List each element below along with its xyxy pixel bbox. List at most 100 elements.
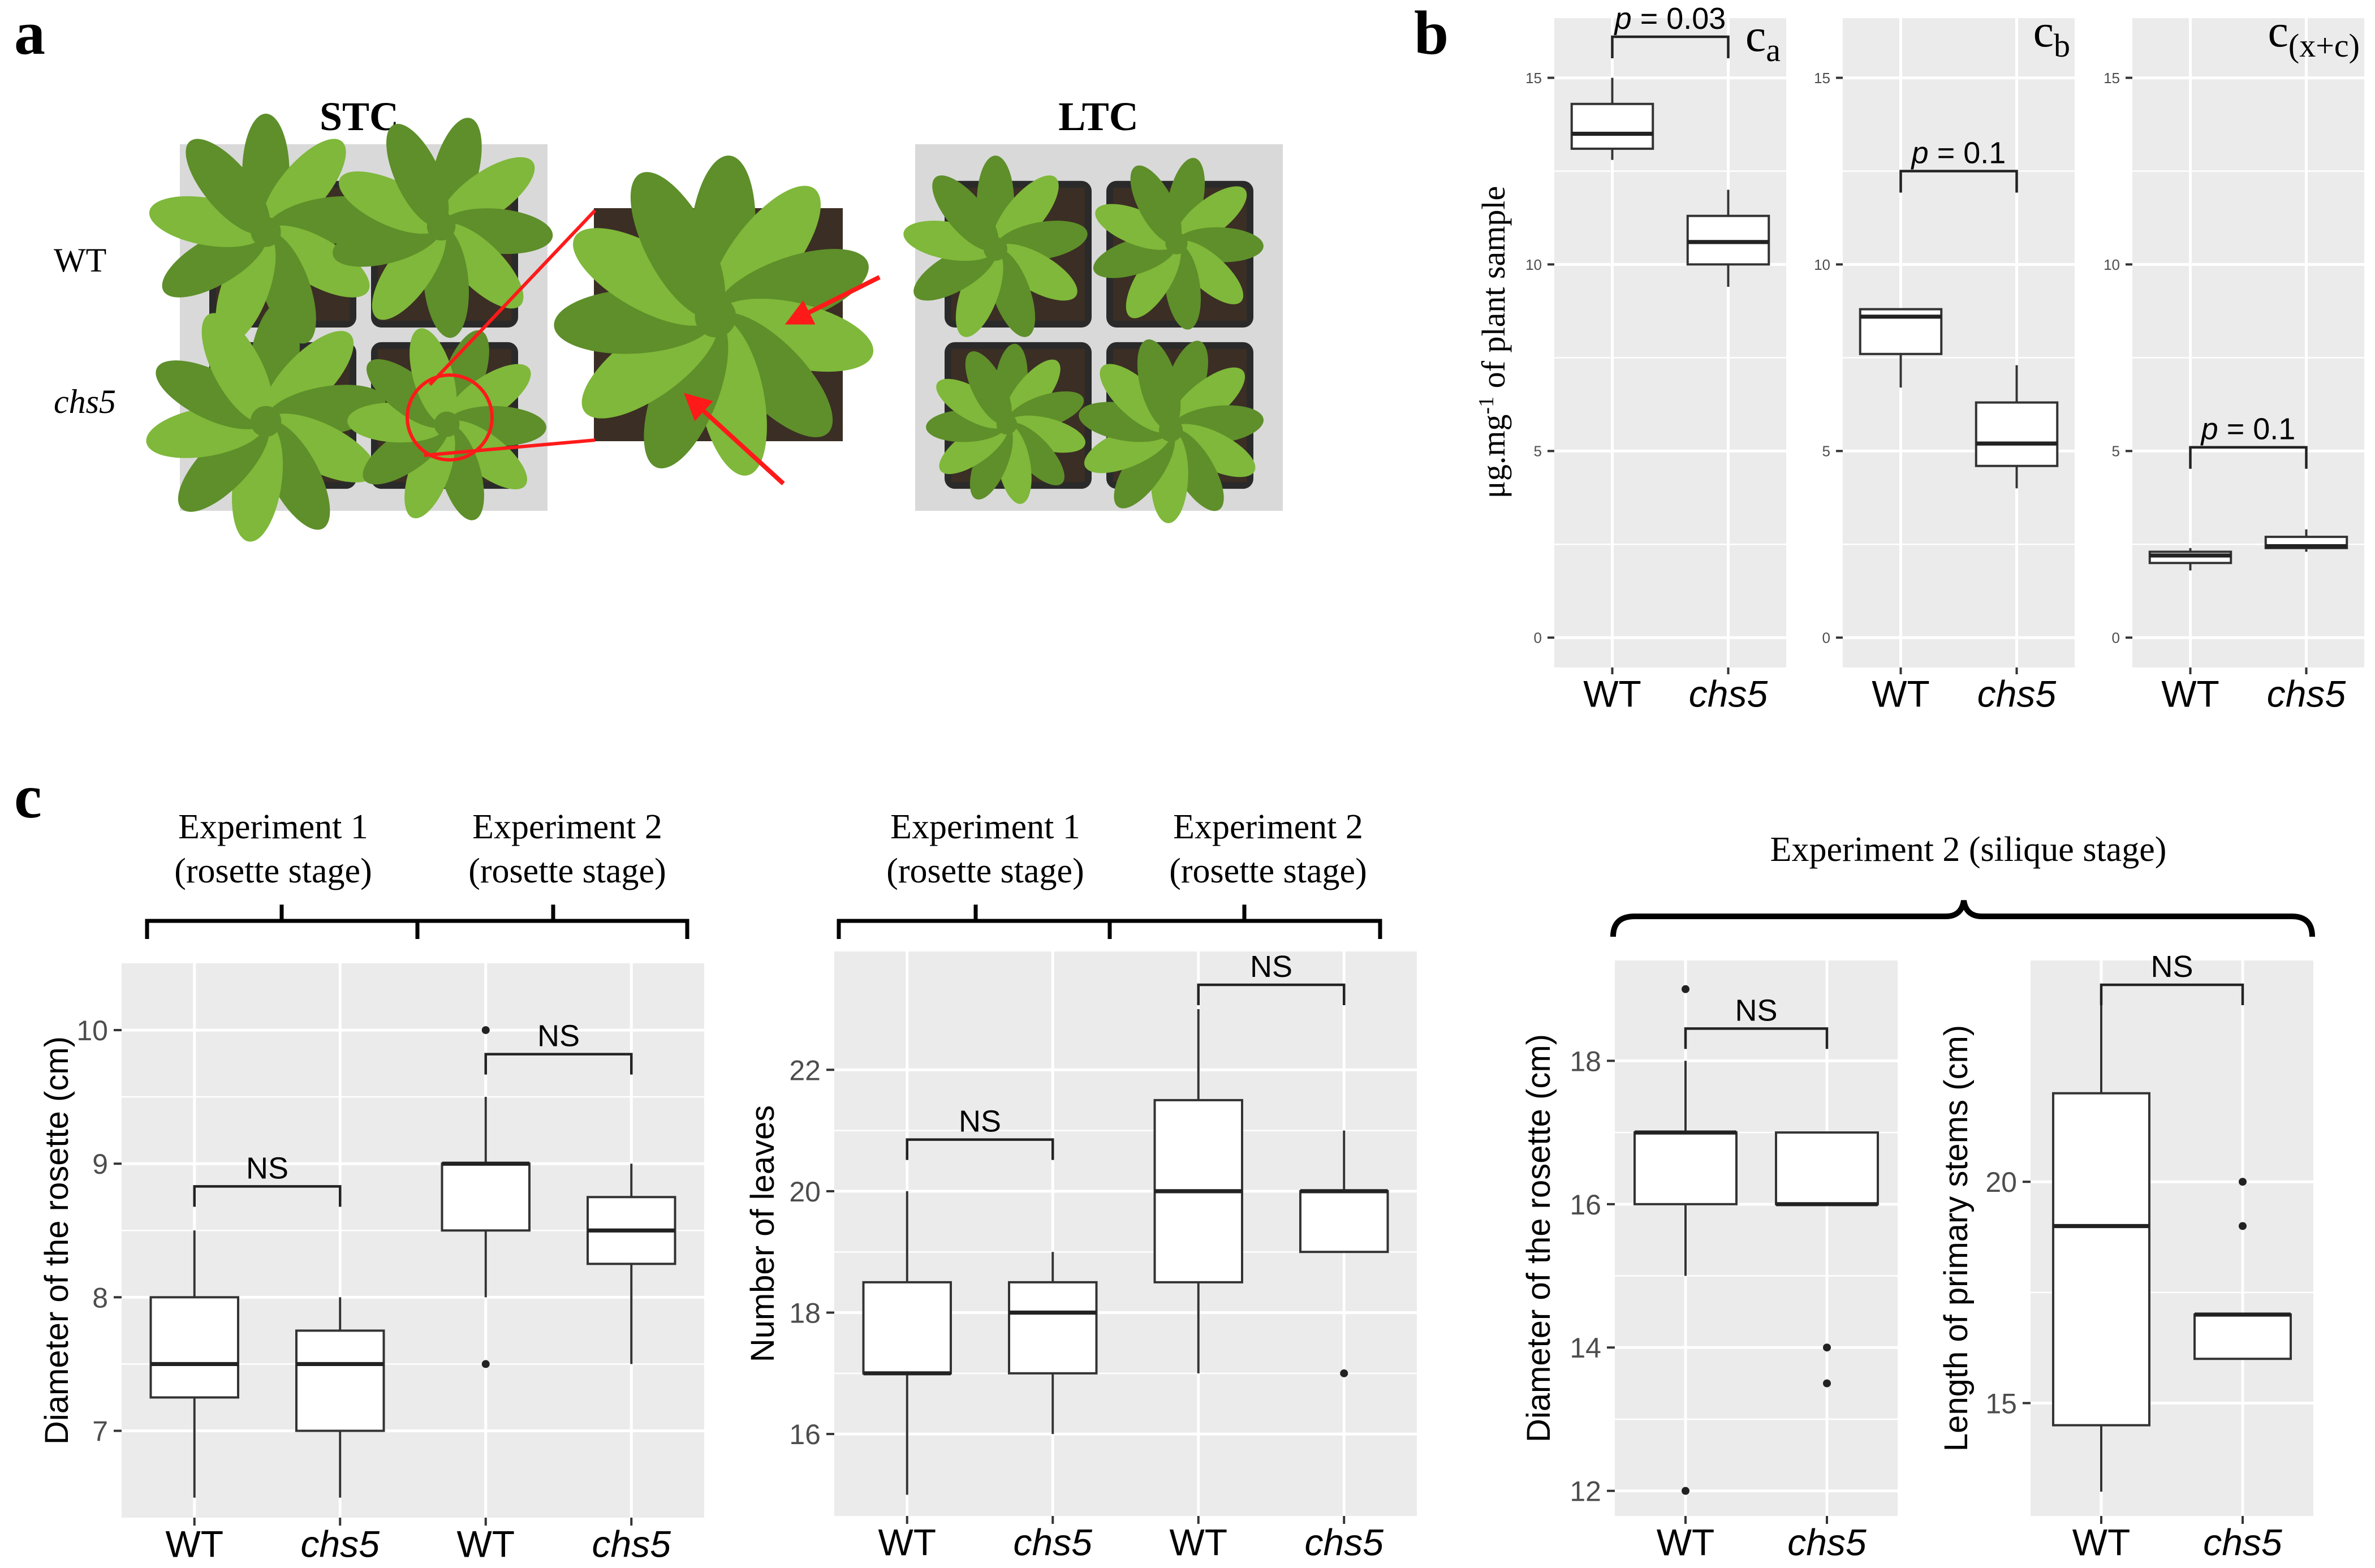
leaf-shape [1130, 165, 1182, 244]
y-tick-label: 15 [1525, 70, 1542, 87]
box-iqr [2193, 1313, 2292, 1360]
highlight-circle [406, 373, 494, 462]
x-tick-label: chs5 [1305, 1521, 1384, 1563]
significance-bracket: NS [484, 1019, 633, 1075]
box-WT [1859, 308, 1943, 388]
box-WT [441, 1026, 531, 1368]
y-tick-label: 7 [92, 1416, 108, 1448]
rosette-photo-stc [146, 114, 553, 542]
x-tick-label: chs5 [2203, 1521, 2282, 1563]
y-tick-label: 8 [92, 1282, 108, 1313]
box-iqr [1775, 1131, 1879, 1205]
outlier-point [2239, 1222, 2247, 1230]
box-chs5 [1975, 365, 2059, 489]
header-stage: (rosette stage) [886, 852, 1084, 890]
y-tick-label: 16 [1570, 1189, 1601, 1221]
chart-c-diameter-silique: 12 14 16 18 WT chs5 NS Diameter of the rosette … [1520, 960, 1898, 1563]
leaf-shape [992, 175, 1059, 251]
box-chs5 [1299, 1130, 1389, 1377]
leaf-shape [932, 175, 999, 251]
chart-title: cb [2033, 5, 2070, 64]
leaf-shape [386, 124, 449, 227]
significance-bracket: NS [1684, 993, 1829, 1049]
bracket-line [484, 1053, 633, 1075]
bracket-line [1611, 35, 1730, 58]
outlier-point [1823, 1379, 1831, 1388]
outlier-point [1823, 1343, 1831, 1352]
leaf-shape [1095, 204, 1177, 250]
leaf-shape [156, 360, 267, 429]
y-axis-label: Number of leaves [744, 1105, 781, 1363]
outlier-point [481, 1360, 490, 1368]
x-tick-label: chs5 [301, 1523, 380, 1565]
p-value-label: p = 0.03 [1614, 2, 1726, 36]
significance-bracket: p = 0.1 [1899, 136, 2018, 193]
significance-label: NS [959, 1105, 1001, 1139]
red-arrow-upper [785, 275, 881, 325]
panel-letter-a: a [14, 0, 45, 67]
header-experiment: Experiment 1 [890, 808, 1080, 846]
y-tick-label: 9 [92, 1148, 108, 1180]
chart-c-length-stems: 15 20 WT chs5 NS Length of primary stems (cm) [1938, 950, 2313, 1563]
bracket-line [1197, 983, 1346, 1006]
leaf-shape [186, 139, 270, 235]
y-tick-label: 20 [1985, 1166, 2017, 1198]
y-axis-label: Length of primary stems (cm) [1938, 1025, 1975, 1451]
rosette-zoom-photo [424, 156, 881, 485]
box-chs5 [295, 1297, 385, 1498]
x-tick-label: chs5 [1689, 673, 1768, 714]
leaf-shape [404, 424, 455, 519]
x-tick-label: chs5 [2267, 673, 2346, 714]
significance-bracket: p = 0.03 [1611, 2, 1730, 58]
box-chs5 [1008, 1252, 1098, 1435]
rosette-center [1165, 232, 1188, 255]
panel-letter-b: b [1414, 0, 1449, 67]
header-silique-stage: Experiment 2 (silique stage) [1770, 830, 2167, 869]
x-tick-label: WT [1872, 673, 1930, 714]
header-experiment: Experiment 1 [178, 808, 368, 846]
y-tick-label: 5 [1534, 443, 1542, 460]
brace-line [145, 904, 420, 939]
x-tick-label: WT [1583, 673, 1641, 714]
box-WT [2052, 1005, 2150, 1492]
y-tick-label: 22 [789, 1054, 821, 1086]
rosette-center [996, 413, 1018, 435]
photo-title-ltc: LTC [1058, 94, 1138, 139]
box-WT [862, 1191, 952, 1495]
y-tick-label: 18 [789, 1298, 821, 1329]
box-iqr [1008, 1281, 1098, 1375]
plot-background [1615, 960, 1898, 1516]
box-WT [1570, 77, 1654, 160]
chart-c-diameter-rosette: 7 8 9 10 WT chs5 WT chs5 NS NS Diameter of the ros… [38, 963, 704, 1565]
box-chs5 [1775, 1131, 1879, 1388]
x-tick-label: WT [1169, 1521, 1227, 1563]
significance-label: NS [2150, 950, 2193, 984]
rosette-center [434, 411, 460, 437]
panel-c-headers: Experiment 1 (rosette stage) Experiment 2 (… [145, 808, 2315, 939]
rosette-center [251, 217, 281, 247]
outlier-point [481, 1026, 490, 1035]
outlier-point [1682, 1487, 1689, 1495]
x-tick-label: WT [456, 1523, 515, 1565]
zoom-connector-top [428, 209, 597, 386]
y-tick-label: 0 [2112, 630, 2120, 647]
outlier-point [1340, 1369, 1348, 1377]
photo-title-stc: STC [320, 94, 399, 139]
leaf-shape [1126, 242, 1181, 318]
significance-bracket: NS [906, 1105, 1054, 1160]
leaf-shape [969, 424, 1013, 500]
box-chs5 [1686, 189, 1770, 287]
box-iqr [295, 1329, 385, 1432]
x-tick-label: WT [1657, 1521, 1715, 1563]
row-label-wt: WT [54, 242, 106, 279]
bracket-line [2100, 983, 2244, 1006]
rosette-center [250, 406, 282, 437]
red-arrow-lower [684, 393, 785, 485]
leaf-shape [265, 413, 376, 483]
p-value-label: p = 0.1 [2200, 412, 2296, 446]
box-chs5 [2264, 529, 2348, 552]
x-tick-label: WT [878, 1521, 936, 1563]
y-tick-label: 18 [1570, 1045, 1601, 1077]
x-tick-label: WT [2161, 673, 2219, 714]
